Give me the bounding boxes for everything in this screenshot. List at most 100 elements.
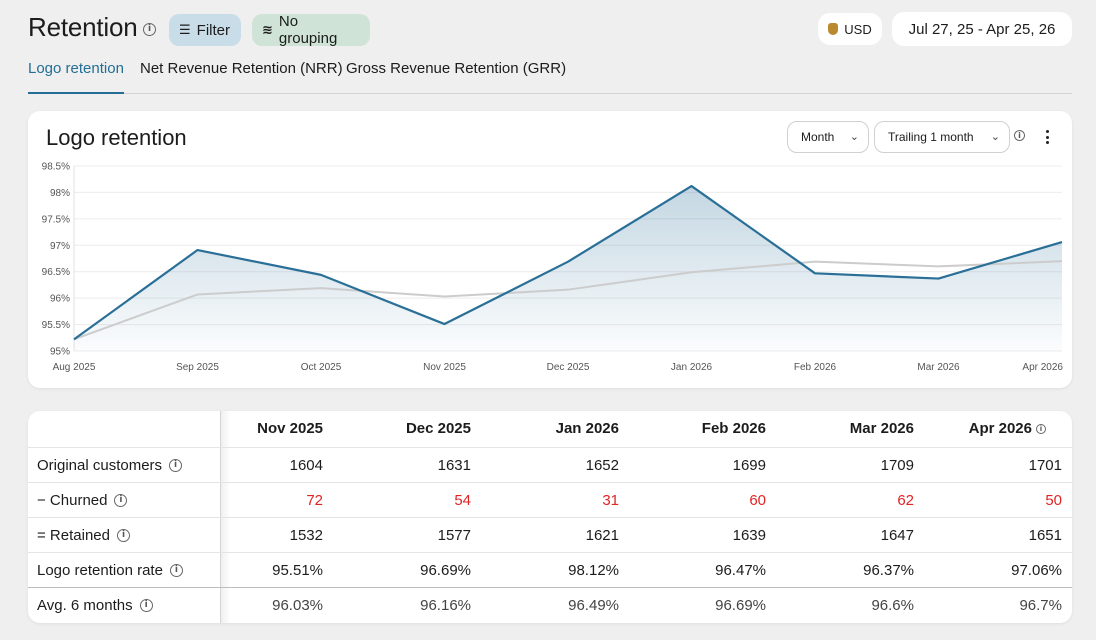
- table-cell: 1621: [585, 527, 619, 544]
- row-label: Logo retention rate: [37, 562, 163, 579]
- y-tick-label: 98.5%: [42, 162, 70, 173]
- table-cell: 96.49%: [568, 597, 619, 614]
- chevron-down-icon: ⌄: [990, 130, 1000, 143]
- table-cell: 96.69%: [420, 562, 471, 579]
- period-select-value: Month: [801, 130, 835, 144]
- table-cell: 98.12%: [568, 562, 619, 579]
- tab-nrr[interactable]: Net Revenue Retention (NRR): [140, 60, 343, 77]
- period-select[interactable]: Month ⌄: [787, 121, 869, 153]
- series-area: [74, 186, 1062, 351]
- filter-label: Filter: [196, 21, 230, 39]
- table-cell: 31: [602, 492, 619, 509]
- x-tick-label: Nov 2025: [423, 362, 466, 373]
- retention-table: Nov 2025 Dec 2025 Jan 2026 Feb 2026 Mar …: [28, 411, 1072, 623]
- table-cell: 1647: [880, 527, 914, 544]
- trailing-select[interactable]: Trailing 1 month ⌄: [874, 121, 1010, 153]
- row-label: Avg. 6 months: [37, 597, 133, 614]
- table-row: Avg. 6 months i 96.03% 96.16% 96.49% 96.6…: [28, 587, 1072, 622]
- y-tick-label: 95%: [50, 347, 70, 358]
- y-tick-label: 97.5%: [42, 214, 70, 225]
- grouping-button[interactable]: ≋ No grouping: [252, 13, 370, 47]
- table-cell: 1604: [289, 457, 323, 474]
- filter-icon: ☰: [179, 22, 191, 38]
- x-tick-label: Apr 2026: [1022, 362, 1063, 373]
- y-tick-label: 97%: [50, 241, 70, 252]
- info-icon[interactable]: i: [143, 23, 156, 36]
- table-cell: 54: [454, 492, 471, 509]
- chevron-down-icon: ⌄: [849, 130, 859, 143]
- info-icon[interactable]: i: [114, 494, 128, 507]
- table-cell: 1651: [1028, 527, 1062, 544]
- no-grouping-icon: ≋: [262, 22, 273, 38]
- table-cell: 95.51%: [272, 562, 323, 579]
- table-cell: 96.37%: [863, 562, 914, 579]
- money-bag-icon: [828, 23, 839, 35]
- table-row: Logo retention rate i 95.51% 96.69% 98.12…: [28, 552, 1072, 587]
- row-label: = Retained: [37, 527, 110, 544]
- y-tick-label: 98%: [50, 188, 70, 199]
- x-tick-label: Oct 2025: [301, 362, 342, 373]
- column-header: Nov 2025: [257, 420, 323, 437]
- table-cell: 96.16%: [420, 597, 471, 614]
- table-row: = Retained i 1532 1577 1621 1639 1647 165…: [28, 517, 1072, 552]
- y-tick-label: 96%: [50, 294, 70, 305]
- y-tick-label: 96.5%: [42, 267, 70, 278]
- column-header: Apr 2026 i: [926, 411, 1046, 446]
- date-range-picker[interactable]: Jul 27, 25 - Apr 25, 26: [892, 12, 1072, 46]
- table-cell: 1699: [732, 457, 766, 474]
- column-header: Feb 2026: [701, 420, 766, 437]
- filter-button[interactable]: ☰ Filter: [169, 14, 241, 46]
- table-cell: 96.6%: [871, 597, 914, 614]
- info-icon[interactable]: i: [116, 529, 130, 542]
- table-row: − Churned i 72 54 31 60 62 50: [28, 482, 1072, 517]
- trailing-select-value: Trailing 1 month: [888, 130, 974, 144]
- column-header-label: Apr 2026: [968, 420, 1032, 437]
- table-cell: 1639: [732, 527, 766, 544]
- x-tick-label: Aug 2025: [53, 362, 96, 373]
- table-cell: 1709: [880, 457, 914, 474]
- info-icon[interactable]: i: [169, 459, 183, 472]
- tab-bar: Logo retention Net Revenue Retention (NR…: [28, 60, 1072, 94]
- table-cell: 96.69%: [715, 597, 766, 614]
- currency-button[interactable]: USD: [818, 13, 882, 45]
- grouping-label: No grouping: [278, 13, 338, 47]
- table-cell: 50: [1045, 492, 1062, 509]
- column-header: Dec 2025: [405, 420, 471, 437]
- x-tick-label: Sep 2025: [176, 362, 219, 373]
- info-icon[interactable]: i: [1036, 423, 1046, 434]
- table-cell: 1701: [1028, 457, 1062, 474]
- chart-card: Logo retention Month ⌄ Trailing 1 month …: [28, 111, 1072, 388]
- tab-grr[interactable]: Gross Revenue Retention (GRR): [346, 60, 567, 77]
- row-label: Original customers: [37, 457, 163, 474]
- page-title: Retention: [28, 12, 138, 42]
- table-cell: 96.03%: [272, 597, 323, 614]
- table-cell: 1631: [437, 457, 471, 474]
- logo-retention-chart: 95% 95.5% 96% 96.5% 97% 97.5% 98% 98.5% Aug 2025…: [42, 162, 1064, 374]
- y-tick-label: 95.5%: [42, 320, 70, 331]
- table-header-row: Nov 2025 Dec 2025 Jan 2026 Feb 2026 Mar …: [28, 411, 1072, 446]
- table-cell: 96.7%: [1019, 597, 1062, 614]
- table-cell: 72: [306, 492, 323, 509]
- table-cell: 1532: [289, 527, 323, 544]
- table-cell: 97.06%: [1011, 562, 1062, 579]
- more-vertical-icon[interactable]: [1041, 127, 1053, 147]
- info-icon[interactable]: i: [169, 564, 183, 577]
- table-cell: 1652: [585, 457, 619, 474]
- x-tick-label: Dec 2025: [547, 362, 590, 373]
- x-tick-label: Mar 2026: [917, 362, 960, 373]
- table-cell: 96.47%: [715, 562, 766, 579]
- table-cell: 62: [897, 492, 914, 509]
- column-header: Jan 2026: [555, 420, 619, 437]
- tab-logo-retention[interactable]: Logo retention: [28, 60, 124, 94]
- table-row: Original customers i 1604 1631 1652 1699 …: [28, 447, 1072, 482]
- table-cell: 1577: [437, 527, 471, 544]
- info-icon[interactable]: i: [1014, 130, 1025, 141]
- currency-label: USD: [844, 21, 872, 37]
- chart-title: Logo retention: [46, 125, 187, 150]
- column-header: Mar 2026: [849, 420, 914, 437]
- table-cell: 60: [749, 492, 766, 509]
- x-tick-label: Jan 2026: [671, 362, 713, 373]
- row-label: − Churned: [37, 492, 108, 509]
- info-icon[interactable]: i: [139, 599, 153, 612]
- x-tick-label: Feb 2026: [794, 362, 837, 373]
